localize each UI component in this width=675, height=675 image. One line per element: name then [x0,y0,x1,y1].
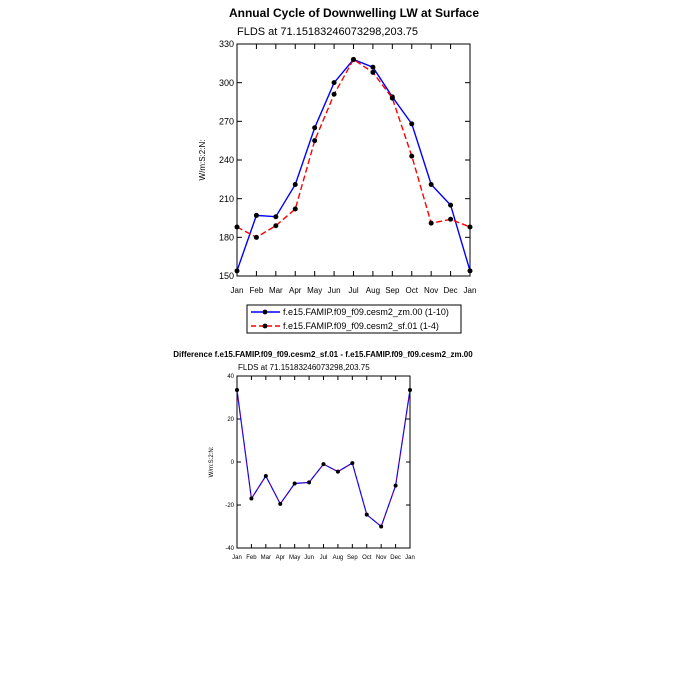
main-series-line-1 [236,58,471,239]
diff-data-point [321,462,326,467]
main-data-point [467,224,473,230]
main-xtick-label: Apr [289,286,302,295]
diff-chart-plot-frame [236,375,411,549]
main-xtick-label: Jan [464,286,477,295]
diff-series-line-0 [236,389,411,528]
main-data-point [448,202,454,208]
main-data-point [428,181,434,187]
main-data-point [409,153,415,159]
diff-chart-subtitle: FLDS at 71.15183246073298,203.75 [238,363,370,372]
diff-data-point [235,387,239,392]
legend-frame [246,304,462,334]
main-ytick-label: 240 [219,155,234,165]
main-data-point [467,268,473,274]
main-ytick-label: 210 [219,194,234,204]
main-data-point [448,216,454,222]
diff-ytick-label: 20 [227,417,234,423]
diff-chart-title: Difference f.e15.FAMIP.f09_f09.cesm2_sf.… [173,350,473,359]
diff-ytick-label: 40 [227,374,234,380]
main-xtick-label: Oct [406,286,419,295]
diff-xtick-label: May [289,555,300,561]
main-chart-legend: f.e15.FAMIP.f09_f09.cesm2_zm.00 (1-10) f… [246,304,462,334]
main-data-point [292,181,298,187]
main-xtick-label: Jul [348,286,358,295]
diff-data-point [278,501,283,506]
diff-data-point [307,480,312,485]
legend-label-zm: f.e15.FAMIP.f09_f09.cesm2_zm.00 (1-10) [283,307,449,317]
diff-xtick-label: Feb [246,555,257,561]
main-xtick-label: Jun [328,286,341,295]
diff-xtick-label: Dec [390,555,401,561]
main-xtick-label: Mar [269,286,283,295]
main-data-point [331,91,337,97]
diff-ytick-label: -20 [225,503,234,509]
diff-data-point [263,473,268,478]
diff-xtick-label: Sep [347,555,358,561]
main-chart-subtitle: FLDS at 71.15183246073298,203.75 [237,26,418,38]
diff-xtick-label: Jun [304,555,314,561]
main-data-point [331,80,337,86]
main-xtick-label: Nov [424,286,438,295]
diff-ytick-label: -40 [225,546,234,552]
main-data-point [253,234,259,240]
main-xtick-label: Sep [385,286,400,295]
diff-data-point [249,496,254,501]
main-ytick-label: 330 [219,39,234,49]
main-data-point [351,56,356,62]
legend-marker-zm [262,309,268,315]
main-data-point [409,121,415,127]
main-data-point [312,138,318,144]
diff-chart-plot-area: -40 -20 0 20 40 Jan Feb Mar Apr May Jun Jul Aug Sep Oc… [225,374,415,561]
main-ytick-label: 150 [219,271,234,281]
main-data-point [273,223,279,229]
main-chart-title: Annual Cycle of Downwelling LW at Surfac… [229,6,479,20]
legend-label-sf: f.e15.FAMIP.f09_f09.cesm2_sf.01 (1-4) [283,321,439,331]
diff-xtick-label: Jan [405,555,415,561]
main-data-point [253,212,259,218]
main-xtick-label: Aug [366,286,380,295]
diff-xtick-label: Oct [362,555,372,561]
main-chart-ylabel: W/m:S:2:N: [198,140,207,181]
diff-ytick-label: 0 [231,460,235,466]
diff-xtick-label: Mar [261,555,271,561]
diff-data-point [408,387,412,392]
diff-xtick-label: Nov [376,555,387,561]
diff-xtick-label: Jan [232,555,242,561]
diff-series-overlay-0 [236,389,411,528]
diff-xtick-label: Apr [276,555,285,561]
diff-xtick-label: Jul [320,555,328,561]
diff-chart-ylabel: W/m:S:2:N: [209,446,215,477]
diff-data-point [393,483,398,488]
main-data-point [292,206,298,212]
diff-data-point [292,481,297,486]
main-chart-plot-frame [236,43,471,277]
diff-data-point [364,512,369,517]
main-data-point [428,220,434,226]
main-ytick-label: 270 [219,116,234,126]
main-series-line-0 [236,58,471,272]
diff-data-point [379,524,384,529]
diff-xtick-label: Aug [333,555,344,561]
main-xtick-label: Jan [231,286,244,295]
main-xtick-label: Feb [250,286,264,295]
legend-marker-sf [262,323,268,329]
main-ytick-label: 300 [219,78,234,88]
main-xtick-label: May [307,286,322,295]
main-chart-plot-area: 150 180 210 240 270 300 330 Jan Feb Mar Apr May Jun J… [219,39,476,295]
main-data-point [234,224,240,230]
main-data-point [370,64,376,70]
diff-data-point [335,469,340,474]
main-data-point [370,69,376,75]
diff-data-point [350,461,355,466]
main-data-point [273,214,279,220]
main-data-point [312,125,318,131]
main-ytick-label: 180 [219,232,234,242]
main-data-point [389,95,395,101]
main-data-point [234,268,240,274]
main-xtick-label: Dec [443,286,457,295]
